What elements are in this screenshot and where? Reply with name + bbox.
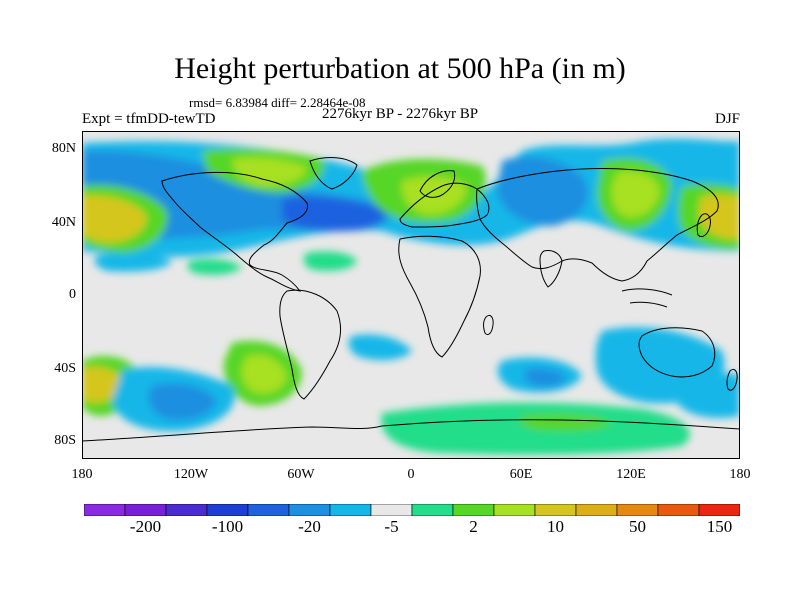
stats-label: rmsd= 6.83984 diff= 2.28464e-08 bbox=[189, 95, 366, 110]
experiment-label: Expt = tfmDD-tewTD bbox=[82, 111, 216, 127]
lat-tick-label: 0 bbox=[69, 287, 76, 302]
coast-madagascar bbox=[483, 314, 494, 336]
colorbar-label: -200 bbox=[129, 517, 162, 536]
colorbar-swatch bbox=[575, 504, 618, 516]
coast-antarctica bbox=[82, 419, 740, 442]
colorbar-label: 10 bbox=[547, 517, 564, 536]
colorbar-label: 150 bbox=[706, 517, 733, 536]
coast-scandinavia bbox=[419, 170, 456, 198]
contour-neg-indian-west-core bbox=[524, 368, 567, 387]
contour-pos-pacific-east-core bbox=[611, 171, 660, 218]
coast-africa bbox=[398, 235, 481, 358]
colorbar-swatch bbox=[534, 504, 577, 516]
contour-neg-south-pacific-core bbox=[148, 383, 217, 421]
lon-tick-label: 60W bbox=[287, 467, 315, 482]
lat-tick-label: 40S bbox=[54, 361, 76, 376]
colorbar-swatch bbox=[698, 504, 740, 516]
lon-tick-label: 0 bbox=[407, 467, 415, 482]
height-perturbation-map bbox=[82, 131, 740, 459]
colorbar-swatch bbox=[165, 504, 208, 516]
map-frame bbox=[82, 131, 740, 459]
colorbar-swatch bbox=[124, 504, 167, 516]
colorbar-swatch bbox=[411, 504, 454, 516]
colorbar-swatch bbox=[452, 504, 495, 516]
coast-australia bbox=[638, 327, 716, 378]
lat-tick-label: 40N bbox=[51, 215, 76, 230]
contour-neg-asia bbox=[497, 156, 588, 226]
contour-pos-south-pacific-core bbox=[82, 366, 124, 403]
colorbar-swatch bbox=[288, 504, 331, 516]
contour-neg-south-atlantic-east bbox=[348, 334, 412, 361]
contour-pos-europe-core bbox=[402, 176, 467, 215]
season-label: DJF bbox=[714, 111, 740, 127]
coast-japan bbox=[696, 213, 711, 238]
contour-pos-antarctic-core bbox=[520, 413, 612, 431]
contour-pos-south-america-core bbox=[241, 354, 287, 394]
colorbar-label: 50 bbox=[629, 517, 646, 536]
contour-fields bbox=[82, 138, 740, 455]
colorbar-swatch bbox=[493, 504, 536, 516]
lat-tick-label: 80S bbox=[54, 433, 76, 448]
coast-new-zealand bbox=[726, 368, 738, 391]
lon-tick-label: 120E bbox=[616, 467, 646, 482]
lon-tick-label: 60E bbox=[509, 467, 533, 482]
colorbar-label: -100 bbox=[211, 517, 244, 536]
colorbar-swatch bbox=[206, 504, 249, 516]
colorbar-label: 2 bbox=[469, 517, 478, 536]
lon-tick-label: 180 bbox=[71, 467, 93, 482]
colorbar-label: -20 bbox=[298, 517, 321, 536]
contour-pos-west-edge-core bbox=[82, 195, 147, 243]
period-label: 2276kyr BP - 2276kyr BP bbox=[322, 106, 479, 122]
lat-tick-label: 80N bbox=[51, 141, 76, 156]
contour-neg-east-southern bbox=[677, 372, 740, 418]
colorbar-swatch bbox=[247, 504, 290, 516]
contour-pos-tropic-west bbox=[303, 251, 357, 271]
coast-europe bbox=[399, 182, 490, 228]
coastlines bbox=[82, 157, 740, 442]
colorbar-swatch bbox=[370, 504, 413, 516]
coast-india bbox=[539, 250, 563, 288]
contour-pos-arctic-core bbox=[232, 157, 307, 186]
coast-south-america bbox=[279, 289, 341, 400]
colorbar-swatch bbox=[657, 504, 700, 516]
contour-pos-tropic-pacific bbox=[187, 259, 242, 275]
coast-greenland bbox=[309, 157, 358, 190]
lon-tick-label: 120W bbox=[173, 467, 209, 482]
colorbar-swatch bbox=[84, 504, 126, 516]
lon-tick-label: 180 bbox=[729, 467, 751, 482]
coast-indonesia bbox=[621, 288, 673, 308]
coast-asia bbox=[476, 168, 719, 282]
colorbar-swatch bbox=[616, 504, 659, 516]
contour-neg-tropic-west bbox=[94, 253, 172, 272]
coast-north-america bbox=[161, 171, 309, 292]
plot-title: Height perturbation at 500 hPa (in m) bbox=[174, 52, 626, 85]
colorbar-label: -5 bbox=[384, 517, 399, 536]
colorbar-swatch bbox=[329, 504, 372, 516]
colorbar bbox=[84, 504, 740, 516]
